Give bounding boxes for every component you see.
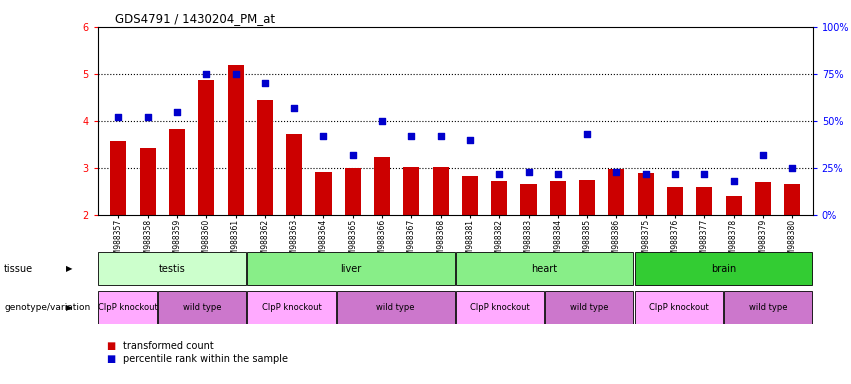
Bar xyxy=(724,291,812,324)
Point xyxy=(141,114,155,120)
Point xyxy=(463,137,477,143)
Point xyxy=(111,114,125,120)
Point xyxy=(609,169,623,175)
Point xyxy=(199,71,213,77)
Text: ■: ■ xyxy=(106,354,116,364)
Bar xyxy=(550,181,566,215)
Bar xyxy=(667,187,683,215)
Bar xyxy=(491,181,507,215)
Bar xyxy=(248,252,454,285)
Point xyxy=(434,133,448,139)
Text: ClpP knockout: ClpP knockout xyxy=(648,303,709,312)
Text: genotype/variation: genotype/variation xyxy=(4,303,90,312)
Bar xyxy=(403,167,420,215)
Text: ClpP knockout: ClpP knockout xyxy=(470,303,530,312)
Point xyxy=(580,131,594,137)
Bar xyxy=(99,291,157,324)
Text: ■: ■ xyxy=(106,341,116,351)
Point xyxy=(756,152,769,158)
Point xyxy=(404,133,418,139)
Bar xyxy=(168,129,185,215)
Text: tissue: tissue xyxy=(4,264,33,274)
Text: liver: liver xyxy=(340,264,362,274)
Text: GDS4791 / 1430204_PM_at: GDS4791 / 1430204_PM_at xyxy=(115,12,275,25)
Text: testis: testis xyxy=(159,264,186,274)
Text: ClpP knockout: ClpP knockout xyxy=(261,303,322,312)
Text: heart: heart xyxy=(532,264,557,274)
Bar xyxy=(345,168,361,215)
Text: wild type: wild type xyxy=(749,303,787,312)
Point xyxy=(288,105,301,111)
Text: ▶: ▶ xyxy=(66,264,73,273)
Point xyxy=(668,170,682,177)
Bar xyxy=(608,169,625,215)
Point xyxy=(639,170,653,177)
Bar xyxy=(521,184,537,215)
Text: wild type: wild type xyxy=(183,303,221,312)
Bar xyxy=(248,291,335,324)
Point xyxy=(493,170,506,177)
Bar xyxy=(462,176,478,215)
Bar xyxy=(696,187,712,215)
Point xyxy=(170,108,184,114)
Text: wild type: wild type xyxy=(376,303,415,312)
Bar xyxy=(227,65,243,215)
Bar xyxy=(316,172,332,215)
Bar xyxy=(158,291,246,324)
Point xyxy=(317,133,330,139)
Bar xyxy=(635,291,722,324)
Bar xyxy=(545,291,633,324)
Bar xyxy=(286,134,302,215)
Bar xyxy=(456,291,544,324)
Bar xyxy=(637,173,654,215)
Bar xyxy=(456,252,633,285)
Text: ▶: ▶ xyxy=(66,303,73,312)
Point xyxy=(229,71,243,77)
Point xyxy=(551,170,564,177)
Point xyxy=(346,152,360,158)
Point xyxy=(698,170,711,177)
Point xyxy=(522,169,535,175)
Point xyxy=(258,80,271,86)
Bar xyxy=(140,148,156,215)
Point xyxy=(785,165,799,171)
Text: percentile rank within the sample: percentile rank within the sample xyxy=(123,354,288,364)
Bar xyxy=(374,157,390,215)
Text: brain: brain xyxy=(711,264,736,274)
Bar xyxy=(198,79,214,215)
Text: wild type: wild type xyxy=(570,303,608,312)
Bar xyxy=(755,182,771,215)
Bar xyxy=(784,184,800,215)
Point xyxy=(727,178,740,184)
Bar xyxy=(635,252,812,285)
Bar xyxy=(99,252,246,285)
Point xyxy=(375,118,389,124)
Bar xyxy=(111,141,127,215)
Bar xyxy=(579,180,595,215)
Text: ClpP knockout: ClpP knockout xyxy=(98,303,157,312)
Bar xyxy=(257,100,273,215)
Bar xyxy=(726,196,742,215)
Text: transformed count: transformed count xyxy=(123,341,214,351)
Bar xyxy=(432,167,448,215)
Bar xyxy=(337,291,454,324)
